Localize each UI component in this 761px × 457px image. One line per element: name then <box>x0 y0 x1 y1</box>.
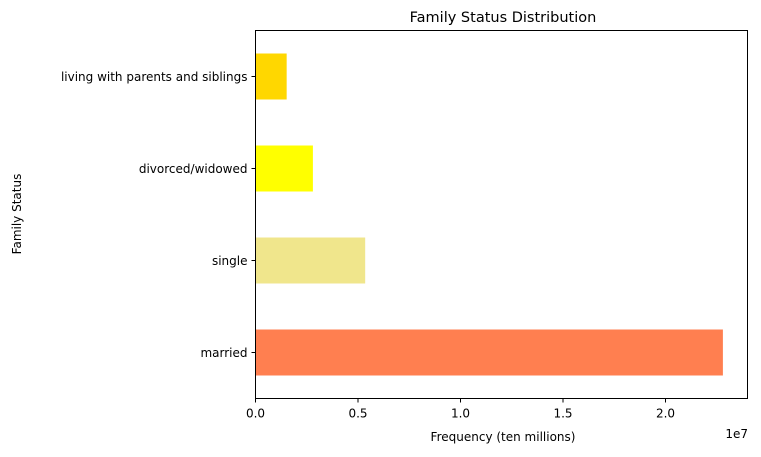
y-tick-label-3: living with parents and siblings <box>61 70 248 84</box>
bar-1 <box>255 237 366 284</box>
y-tick-label-2: divorced/widowed <box>139 162 248 176</box>
x-axis-ticks: 0.0 0.5 1.0 1.5 2.0 <box>246 398 675 421</box>
x-tick-label-4: 2.0 <box>656 407 675 421</box>
x-tick-label-1: 0.5 <box>348 407 367 421</box>
x-tick-label-3: 1.5 <box>553 407 572 421</box>
bars-group <box>255 53 723 376</box>
plot-frame <box>255 30 748 399</box>
y-tick-label-1: single <box>212 254 248 268</box>
bar-3 <box>255 53 287 100</box>
bar-0 <box>255 329 723 376</box>
bar-2 <box>255 145 313 192</box>
y-axis-ticks: married single divorced/widowed living with… <box>61 70 256 360</box>
y-axis-label: Family Status <box>10 174 24 255</box>
chart-title: Family Status Distribution <box>410 10 597 26</box>
y-tick-label-0: married <box>200 346 247 360</box>
x-axis-offset-label: 1e7 <box>725 427 748 441</box>
x-tick-label-0: 0.0 <box>246 407 265 421</box>
x-axis-label: Frequency (ten millions) <box>431 430 576 444</box>
x-tick-label-2: 1.0 <box>451 407 470 421</box>
